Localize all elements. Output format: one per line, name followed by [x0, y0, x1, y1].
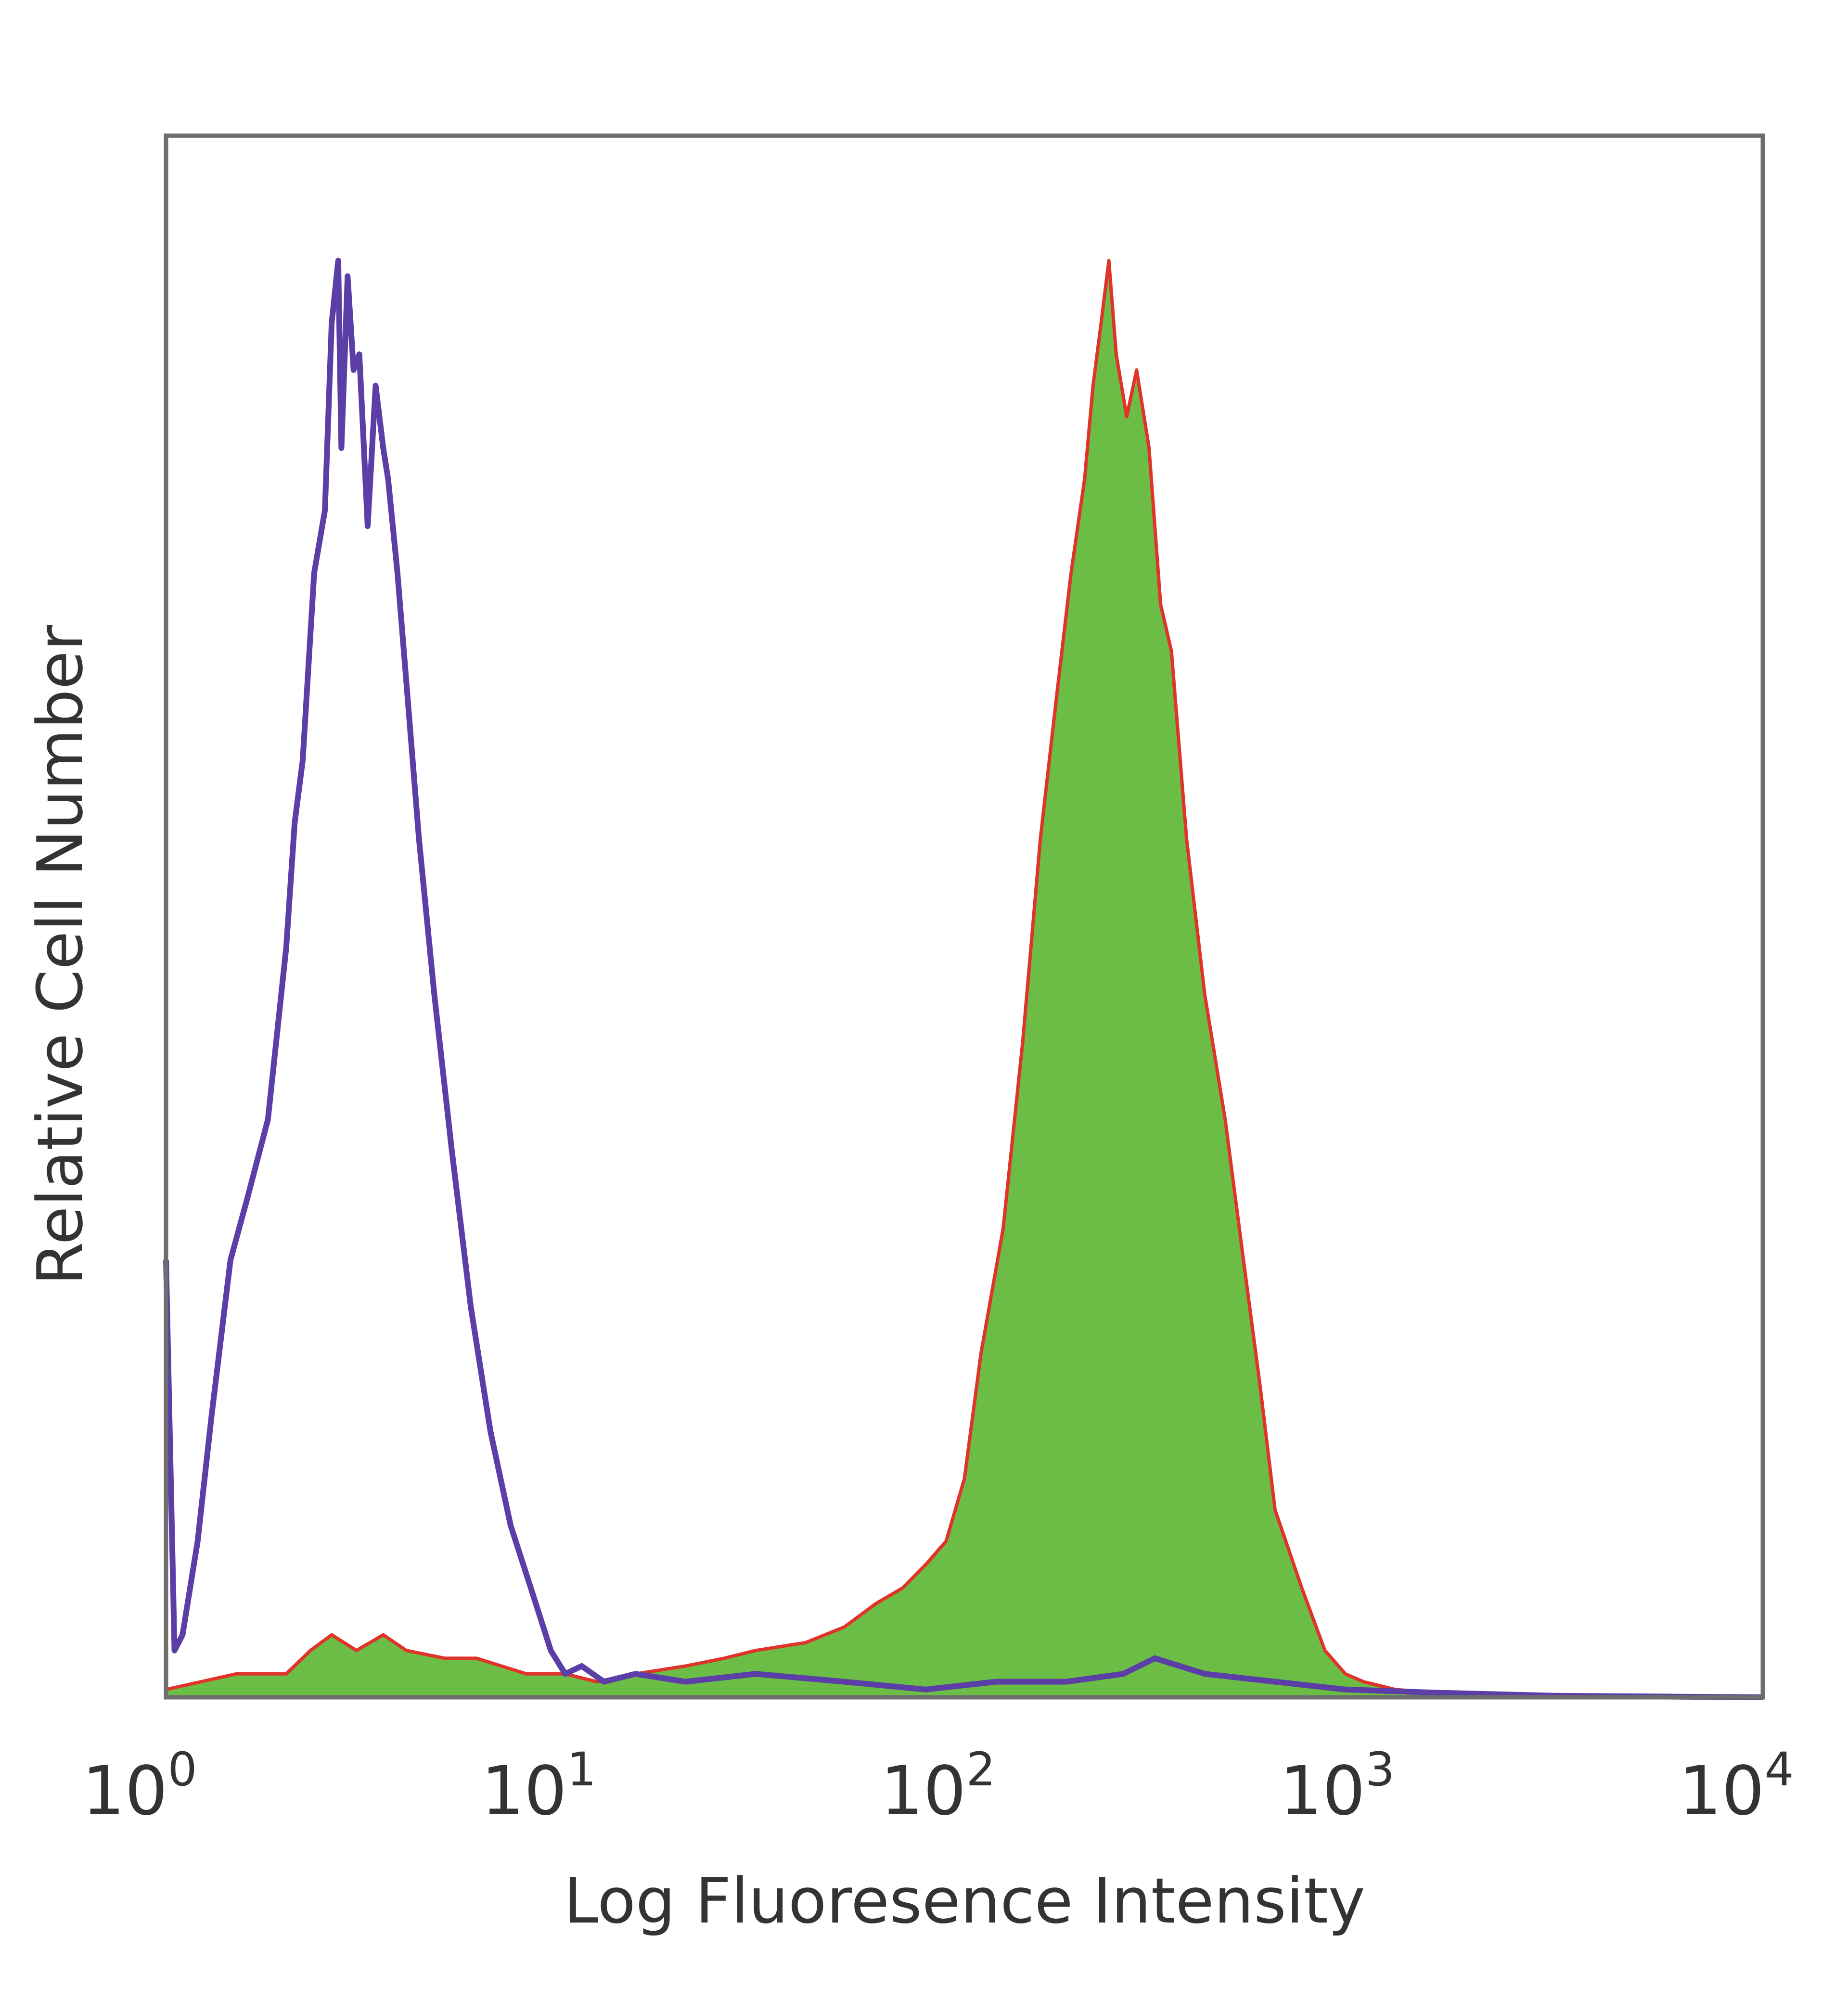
x-tick-label: 102 [880, 1743, 995, 1831]
series-isotype-line [163, 257, 1763, 1700]
x-tick-label: 101 [481, 1743, 596, 1831]
x-tick-label: 100 [82, 1743, 197, 1831]
series-stained-area [164, 259, 1765, 1699]
x-tick-labels: 100 101 102 103 104 [82, 1743, 1794, 1831]
plot-frame [164, 133, 1765, 1700]
x-axis-title: Log Fluoresence Intensity [564, 1864, 1365, 1937]
x-tick-label: 104 [1679, 1743, 1794, 1831]
series-layer [163, 257, 1765, 1700]
y-axis-title: Relative Cell Number [24, 625, 97, 1285]
x-tick-label: 103 [1280, 1743, 1395, 1831]
